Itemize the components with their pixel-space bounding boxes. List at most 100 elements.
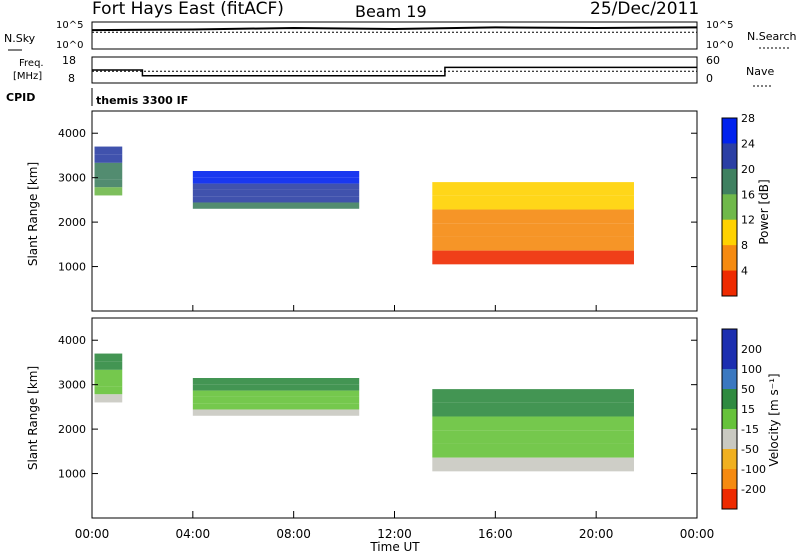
noise-panel-frame [91,21,698,50]
time-tick-label: 04:00 [176,527,211,541]
time-axis-label: Time UT [369,540,420,554]
power-range-ticks: 1000 2000 3000 4000 [58,127,697,274]
velocity-colorbar-tick-label: 100 [741,363,762,376]
velocity-echo-2 [432,402,634,417]
velocity-echo-0 [94,378,123,387]
noise-trace-group [91,26,698,33]
velocity-echo-0 [94,386,123,395]
velocity-echo-0 [94,361,123,370]
nave-label: Nave [746,65,774,78]
date-title: 25/Dec/2011 [590,0,699,19]
time-tick-label: 20:00 [579,527,614,541]
velocity-echo-2 [432,457,634,472]
power-echo-2 [432,236,634,251]
power-echo-0 [94,179,123,188]
velocity-colorbar-swatch [722,329,737,350]
velocity-echo-1 [192,409,360,416]
velocity-colorbar-tick-label: -50 [741,443,759,456]
velocity-colorbar-label: Velocity [m s⁻¹] [767,373,781,466]
power-colorbar-swatch [722,168,737,195]
velocity-range-axis-label: Slant Range [km] [26,366,40,470]
velocity-echo-2 [432,416,634,431]
velocity-colorbar-frame [721,328,738,510]
freq-tick-bottom: 8 [68,72,75,85]
velocity-range-tick-label: 4000 [58,334,86,347]
velocity-echo-1 [192,378,360,385]
power-range-tick-label: 1000 [58,261,86,274]
velocity-echo-2 [432,443,634,458]
velocity-colorbar-swatch [722,409,737,430]
power-colorbar-frame [721,117,738,297]
power-range-axis-label: Slant Range [km] [26,162,40,266]
velocity-range-tick-label: 1000 [58,468,86,481]
velocity-echo-0 [94,369,123,378]
power-echo-2 [432,209,634,224]
time-tick-label: 12:00 [377,527,412,541]
power-colorbar-label: Power [dB] [757,179,771,244]
time-tick-label: 08:00 [276,527,311,541]
power-echo-2 [432,182,634,196]
power-echo-1 [192,196,360,203]
freq-tick-top: 18 [62,54,76,67]
nsky-label: N.Sky [4,32,36,45]
nsearch-tick-bottom: 10^0 [706,40,733,51]
power-colorbar-swatch [722,245,737,272]
power-echo-0 [94,187,123,196]
velocity-colorbar-swatch [722,489,737,510]
velocity-colorbar-swatch [722,349,737,370]
frequency-trace-group [92,66,697,77]
power-echo-1 [192,202,360,209]
velocity-echo-1 [192,403,360,410]
power-range-tick-label: 2000 [58,216,86,229]
power-colorbar-swatch [722,194,737,221]
power-colorbar-swatch [722,143,737,170]
freq-label: Freq. [19,58,44,69]
power-colorbar-tick-label: 12 [741,214,755,227]
power-echo-0 [94,154,123,163]
cpid-label: CPID [6,91,35,104]
power-echo-2 [432,250,634,265]
power-range-tick-label: 4000 [58,127,86,140]
power-echo-1 [192,177,360,184]
nsky-tick-bottom: 10^0 [56,40,83,51]
power-range-tick-label: 3000 [58,172,86,185]
velocity-echo-layer [94,353,634,472]
power-colorbar-swatch [722,219,737,246]
velocity-colorbar: 200 100 50 15 -15 -50 -100 -200 [721,328,766,510]
velocity-echo-1 [192,384,360,391]
power-colorbar-swatch [722,270,737,297]
power-colorbar: 4 8 12 16 20 24 28 [721,112,755,297]
velocity-echo-1 [192,396,360,404]
velocity-echo-0 [94,353,123,362]
velocity-colorbar-tick-label: 200 [741,343,762,356]
time-tick-label: 16:00 [478,527,513,541]
nsky-trace [91,26,698,32]
velocity-colorbar-tick-label: -100 [741,463,766,476]
power-echo-2 [432,223,634,237]
velocity-colorbar-swatch [722,469,737,490]
velocity-echo-2 [432,389,634,403]
velocity-colorbar-swatch [722,389,737,410]
velocity-colorbar-tick-label: -15 [741,423,759,436]
freq-panel-frame [91,56,698,84]
power-echo-2 [432,195,634,210]
velocity-colorbar-tick-label: -200 [741,483,766,496]
power-echo-layer [94,146,634,265]
power-colorbar-tick-label: 20 [741,163,755,176]
power-colorbar-tick-label: 16 [741,188,755,201]
power-colorbar-tick-label: 24 [741,137,755,150]
velocity-echo-1 [192,390,360,397]
frequency-trace [92,66,697,77]
station-title: Fort Hays East (fitACF) [92,0,284,19]
power-echo-0 [94,146,123,155]
nsearch-label: N.Search [747,30,797,43]
velocity-range-tick-label: 2000 [58,423,86,436]
power-echo-1 [192,183,360,190]
nsearch-tick-top: 10^5 [706,20,733,31]
nsky-tick-top: 10^5 [56,20,83,31]
time-axis: 00:00 04:00 08:00 12:00 16:00 20:00 00:00 [75,305,714,541]
power-echo-0 [94,162,123,171]
velocity-colorbar-swatch [722,429,737,450]
cpid-value: themis 3300 IF [96,94,188,107]
